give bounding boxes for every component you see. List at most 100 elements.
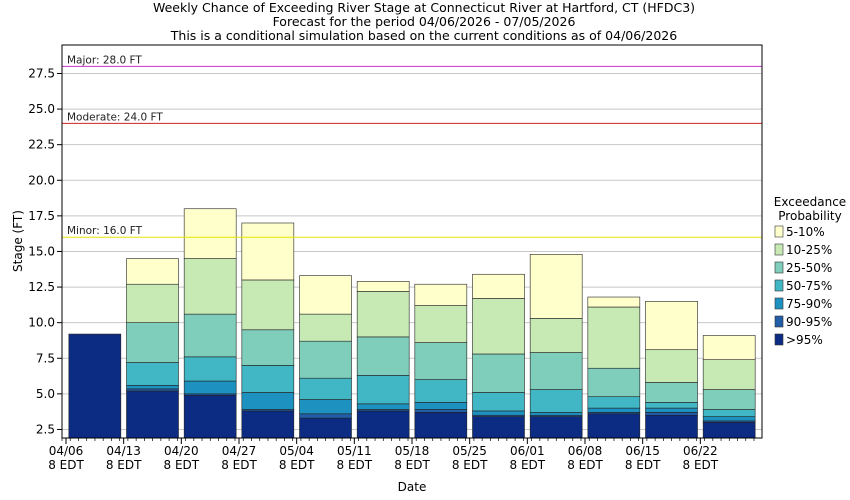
bar-stack: [472, 273, 525, 439]
y-axis: 2.5 5.0 7.5 10.0 12.5 15.0 17.5 20.0 22.5 25.0 27.…: [28, 66, 62, 436]
bar-segment-75-90: [702, 416, 756, 422]
bar-segment-50-75: [587, 396, 641, 409]
y-tick-label: 2.5: [36, 422, 55, 436]
bar-segment-10-25: [645, 349, 698, 383]
bar-segment-10-25: [529, 318, 583, 353]
x-tick-sublabel: 8 EDT: [164, 458, 200, 472]
legend-swatch: [774, 333, 784, 346]
bar-segment-75-90: [587, 407, 641, 413]
x-tick-sublabel: 8 EDT: [337, 458, 373, 472]
bar-segment-75-90: [183, 380, 237, 395]
bar-segment-90-95: [126, 388, 179, 392]
bar-segment--95: [414, 412, 468, 439]
bar-segment-5-10: [645, 301, 698, 351]
bar-segment-10-25: [241, 279, 295, 331]
legend-entry-label: 10-25%: [786, 243, 832, 257]
bar-stack: [68, 333, 122, 439]
bar-segment-25-50: [587, 367, 641, 398]
bar-stack: [587, 296, 641, 439]
threshold-label: Minor: 16.0 FT: [67, 225, 143, 237]
bar-segment-25-50: [356, 336, 410, 376]
threshold-lines: Major: 28.0 FT Moderate: 24.0 FT Minor: 16…: [62, 54, 762, 238]
bar-segment--95: [529, 416, 583, 439]
x-tick-label: 05/18: [395, 444, 430, 458]
bar-segment-50-75: [472, 392, 525, 412]
x-tick-label: 04/20: [164, 444, 199, 458]
bar-segment-25-50: [702, 389, 756, 410]
bar-segment--95: [587, 413, 641, 439]
bar-segment--95: [241, 410, 295, 439]
y-tick-label: 7.5: [36, 351, 55, 365]
legend-entry-label: 5-10%: [786, 225, 825, 239]
bar-segment-25-50: [529, 352, 583, 390]
x-tick-sublabel: 8 EDT: [625, 458, 661, 472]
threshold-label: Major: 28.0 FT: [67, 54, 142, 66]
bar-segment-75-90: [645, 407, 698, 413]
legend-swatch: [774, 243, 784, 256]
legend-title-line-2: Probability: [778, 209, 841, 223]
y-tick-label: 12.5: [28, 280, 55, 294]
bar-segment-75-90: [414, 402, 468, 410]
bar-segment-90-95: [414, 409, 468, 413]
bar-segment-10-25: [299, 313, 352, 342]
bar-segment-90-95: [645, 412, 698, 416]
bar-stack: [299, 275, 352, 439]
legend-title-line-1: Exceedance: [774, 195, 846, 209]
bar-segment-5-10: [414, 283, 468, 306]
legend-swatch: [774, 225, 784, 238]
bar-segment-5-10: [702, 335, 756, 360]
bar-stack: [356, 281, 410, 439]
bar-segment-10-25: [702, 359, 756, 390]
bar-segment-10-25: [587, 306, 641, 369]
bar-segment-50-75: [241, 365, 295, 393]
bar-segment-50-75: [529, 389, 583, 413]
x-tick-label: 05/11: [337, 444, 372, 458]
bar-segment--95: [299, 417, 352, 439]
bar-stacks: [68, 208, 756, 439]
bar-segment--95: [645, 414, 698, 439]
bar-segment--95: [472, 416, 525, 439]
bar-segment-10-25: [472, 298, 525, 355]
bar-segment-50-75: [183, 356, 237, 382]
bar-segment-5-10: [183, 208, 237, 259]
bar-segment-5-10: [587, 296, 641, 308]
x-tick-sublabel: 8 EDT: [567, 458, 603, 472]
bar-segment--95: [702, 422, 756, 439]
y-tick-label: 20.0: [28, 173, 55, 187]
bar-stack: [241, 222, 295, 439]
bar-segment-5-10: [299, 275, 352, 315]
legend-entry-label: 50-75%: [786, 279, 832, 293]
bar-segment-25-50: [183, 313, 237, 358]
bar-segment-50-75: [126, 362, 179, 386]
bar-segment-5-10: [241, 222, 295, 281]
bar-stack: [183, 208, 237, 439]
x-tick-label: 04/13: [106, 444, 141, 458]
threshold-label: Moderate: 24.0 FT: [67, 111, 163, 123]
bar-stack: [126, 258, 179, 439]
x-tick-sublabel: 8 EDT: [452, 458, 488, 472]
bar-segment-10-25: [356, 291, 410, 338]
chart-title-line-1: Weekly Chance of Exceeding River Stage a…: [153, 0, 695, 15]
bar-segment--95: [126, 390, 179, 439]
bar-segment-5-10: [529, 254, 583, 319]
bar-segment-5-10: [356, 281, 410, 292]
bar-segment-25-50: [299, 340, 352, 379]
bar-segment-50-75: [299, 377, 352, 400]
y-axis-label: Stage (FT): [11, 210, 25, 272]
y-tick-label: 25.0: [28, 102, 55, 116]
y-tick-label: 17.5: [28, 209, 55, 223]
x-tick-sublabel: 8 EDT: [48, 458, 84, 472]
x-tick-sublabel: 8 EDT: [106, 458, 142, 472]
bar-segment-25-50: [414, 342, 468, 380]
x-tick-label: 04/06: [49, 444, 84, 458]
bar-segment-25-50: [472, 353, 525, 393]
bar-segment-50-75: [356, 375, 410, 405]
bar-segment-75-90: [126, 385, 179, 390]
x-tick-label: 06/22: [683, 444, 718, 458]
y-tick-label: 5.0: [36, 387, 55, 401]
x-tick-label: 06/01: [510, 444, 545, 458]
x-tick-sublabel: 8 EDT: [221, 458, 257, 472]
x-axis-label: Date: [398, 480, 427, 494]
